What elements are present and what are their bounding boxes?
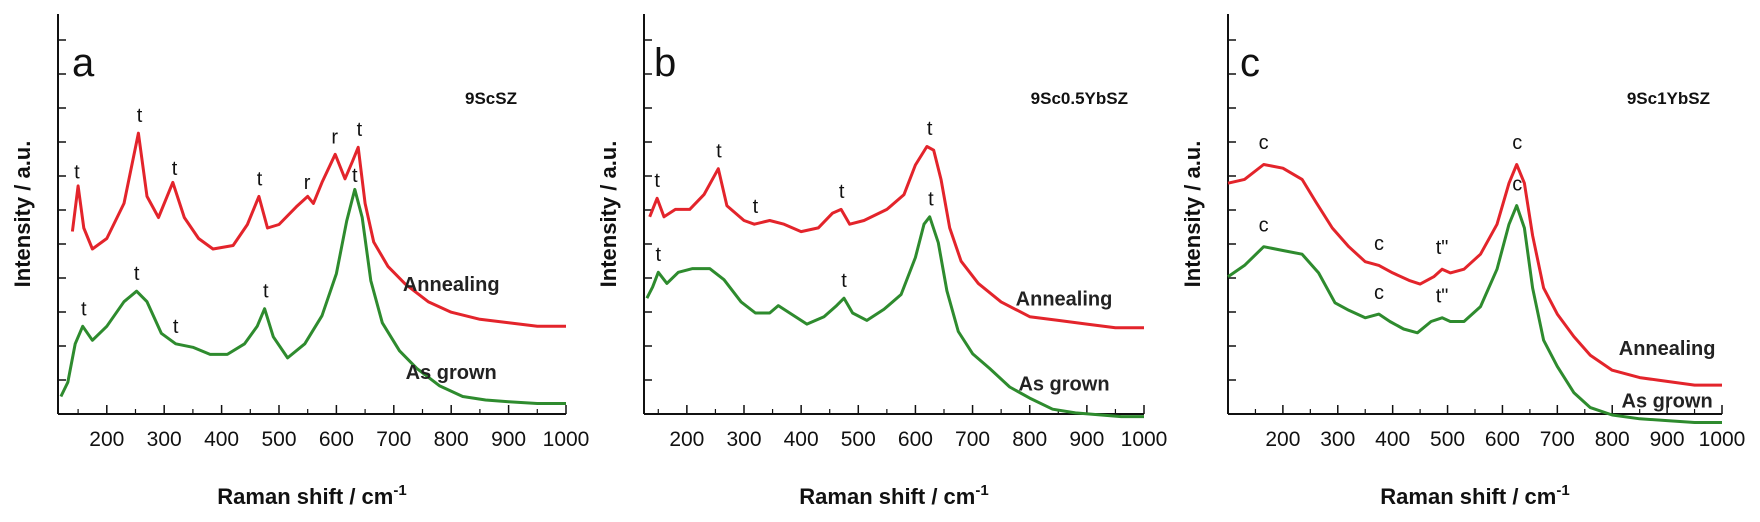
y-axis-title: Intensity / a.u. — [1180, 141, 1205, 288]
peak-label: t — [656, 244, 662, 266]
peak-label: t — [172, 158, 178, 180]
series-label-annealing: Annealing — [403, 274, 500, 296]
x-tick-label: 500 — [1430, 428, 1465, 451]
peak-label: t — [753, 196, 759, 218]
x-tick-label: 800 — [434, 428, 469, 451]
series-label-annealing: Annealing — [1016, 289, 1113, 311]
peak-label: t" — [1436, 237, 1449, 259]
x-axis-title-superscript: -1 — [1556, 482, 1569, 499]
peak-label: c — [1259, 132, 1269, 154]
series-line-as-grown — [1227, 204, 1722, 424]
peak-label: t — [74, 161, 80, 183]
peak-label: c — [1374, 233, 1384, 255]
peak-label: t — [352, 165, 358, 187]
peak-label: t" — [1436, 286, 1449, 308]
peak-label: t — [839, 181, 845, 203]
x-tick-label: 700 — [1540, 428, 1575, 451]
sample-title: 9Sc1YbSZ — [1627, 89, 1710, 108]
sample-title: 9Sc0.5YbSZ — [1031, 89, 1128, 108]
x-tick-label: 400 — [1375, 428, 1410, 451]
x-tick-label: 1000 — [1699, 428, 1746, 451]
series-label-annealing: Annealing — [1619, 338, 1716, 360]
x-tick-label: 700 — [376, 428, 411, 451]
x-tick-label: 600 — [1485, 428, 1520, 451]
x-tick-label: 900 — [1650, 428, 1685, 451]
peak-label: r — [304, 172, 311, 194]
peak-label: t — [841, 270, 847, 292]
x-tick-label: 500 — [261, 428, 296, 451]
peak-label: t — [357, 119, 363, 141]
chart-panel-b: 200 300 400 500 600 700 800 900 1000 Raman shift … — [596, 14, 1167, 509]
x-tick-label: 600 — [319, 428, 354, 451]
y-axis-title: Intensity / a.u. — [10, 141, 35, 288]
x-tick-label: 800 — [1012, 428, 1047, 451]
sample-title: 9ScSZ — [465, 89, 517, 108]
panel-letter: a — [72, 41, 95, 85]
chart-panel-c: 200 300 400 500 600 700 800 900 1000 Raman shift … — [1180, 14, 1745, 509]
series-line-as-grown — [645, 215, 1144, 419]
x-axis-title: Raman shift / cm-1 — [799, 482, 988, 509]
x-tick-label: 400 — [784, 428, 819, 451]
x-tick-label: 200 — [89, 428, 124, 451]
panel-letter: b — [654, 41, 676, 85]
x-tick-label: 300 — [1320, 428, 1355, 451]
peak-label: t — [927, 118, 933, 140]
peak-label: c — [1259, 215, 1269, 237]
peak-label: t — [134, 263, 140, 285]
x-axis-title: Raman shift / cm-1 — [217, 482, 406, 509]
peak-label: t — [257, 168, 263, 190]
x-tick-label: 800 — [1595, 428, 1630, 451]
series-line-annealing — [648, 145, 1144, 330]
peak-label: t — [928, 188, 934, 210]
peak-label: t — [716, 140, 722, 162]
chart-panel-a: 200 300 400 500 600 700 800 900 1000 Raman shift … — [10, 14, 589, 509]
peak-label: r — [331, 126, 338, 148]
x-tick-label: 400 — [204, 428, 239, 451]
peak-label: t — [81, 298, 87, 320]
series-line-annealing — [1227, 163, 1722, 387]
x-axis-title-superscript: -1 — [393, 482, 406, 499]
x-tick-label: 600 — [898, 428, 933, 451]
peak-label: t — [654, 170, 660, 192]
peak-label: c — [1512, 173, 1522, 195]
x-tick-label: 200 — [1265, 428, 1300, 451]
x-tick-label: 1000 — [543, 428, 590, 451]
series-label-as-grown: As grown — [406, 362, 497, 384]
x-tick-label: 300 — [726, 428, 761, 451]
series-label-as-grown: As grown — [1622, 391, 1713, 413]
x-tick-label: 300 — [147, 428, 182, 451]
y-axis-title: Intensity / a.u. — [596, 141, 621, 288]
peak-label: c — [1512, 132, 1522, 154]
series-line-as-grown — [59, 187, 566, 405]
x-tick-label: 200 — [669, 428, 704, 451]
x-tick-label: 900 — [1069, 428, 1104, 451]
x-tick-label: 500 — [841, 428, 876, 451]
series-label-as-grown: As grown — [1018, 374, 1109, 396]
panel-letter: c — [1240, 41, 1260, 85]
peak-label: c — [1374, 282, 1384, 304]
x-tick-label: 1000 — [1121, 428, 1168, 451]
x-tick-label: 900 — [491, 428, 526, 451]
peak-label: t — [173, 316, 179, 338]
x-axis-title-superscript: -1 — [975, 482, 988, 499]
peak-label: t — [263, 281, 269, 303]
x-tick-label: 700 — [955, 428, 990, 451]
x-axis-title: Raman shift / cm-1 — [1380, 482, 1569, 509]
series-line-annealing — [70, 131, 566, 328]
peak-label: t — [137, 105, 143, 127]
